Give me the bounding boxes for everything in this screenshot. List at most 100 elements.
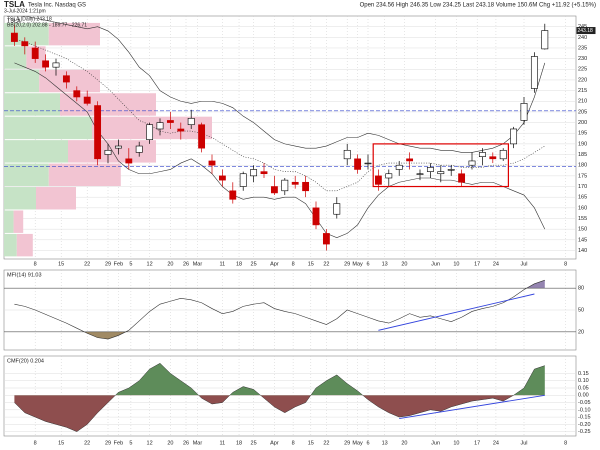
candle-body (499, 149, 507, 160)
x-tick-label: 22 (323, 261, 329, 267)
x-tick-label: Jul (520, 440, 527, 446)
candle-body (239, 173, 247, 187)
x-tick-label: 8 (34, 261, 37, 267)
candle-body (343, 149, 351, 160)
last-price-label: 243.18 (578, 28, 594, 34)
candle-body (114, 145, 122, 149)
legend-entry: TSLA (Daily) 243.18 (7, 16, 52, 22)
y-tick-label: 215 (578, 88, 587, 94)
x-tick-label: 25 (251, 440, 257, 446)
candle-body (21, 41, 29, 47)
volume-down (36, 187, 76, 210)
y-tick-label: 50 (578, 307, 584, 313)
x-tick-label: 5 (129, 261, 132, 267)
x-tick-label: 18 (236, 440, 242, 446)
trendline (399, 394, 545, 419)
x-tick-label: Feb (114, 261, 123, 267)
panel-title: CMF(20) 0.204 (7, 358, 44, 364)
x-tick-label: 29 (344, 440, 350, 446)
y-tick-label: 0.15 (578, 371, 589, 377)
x-tick-label: 15 (58, 261, 64, 267)
panel-title: TSLA (7, 18, 21, 24)
y-tick-label: 0.10 (578, 378, 589, 384)
symbol: TSLA (4, 0, 25, 9)
volume-up (4, 116, 92, 140)
y-tick-label: 230 (578, 56, 587, 62)
candle-body (218, 175, 226, 181)
last-price-tag (576, 27, 596, 35)
y-tick-label: 220 (578, 77, 587, 83)
date: 3-Jul-2024 1:21pm (4, 8, 46, 14)
candle-body (83, 96, 91, 104)
y-tick-label: 225 (578, 67, 587, 73)
candle-body (395, 164, 403, 170)
x-tick-label: Apr (270, 261, 279, 267)
candle-body (385, 173, 393, 179)
y-tick-label: 140 (578, 248, 587, 254)
legend-entry: BB(20,2.0) 202.88 - 189.77 - 226.71 (7, 22, 87, 28)
candle-body (250, 169, 258, 177)
y-tick-label: 80 (578, 286, 584, 292)
y-tick-label: 195 (578, 131, 587, 137)
y-tick-label: 20 (578, 329, 584, 335)
y-tick-label: -0.25 (578, 429, 591, 435)
y-tick-label: 165 (578, 195, 587, 201)
negative-area (14, 395, 545, 432)
y-tick-label: 235 (578, 45, 587, 51)
candle-body (447, 169, 455, 171)
y-tick-label: 175 (578, 173, 587, 179)
bollinger-lower (14, 62, 546, 239)
overbought-area (526, 280, 545, 289)
candle-body (229, 190, 237, 200)
x-tick-label: Mar (193, 440, 203, 446)
candle-body (312, 207, 320, 226)
x-tick-label: 29 (105, 261, 111, 267)
y-tick-label: 150 (578, 227, 587, 233)
candle-body (62, 75, 70, 83)
candle-body (520, 103, 528, 121)
candle-body (478, 152, 486, 157)
y-tick-label: -0.20 (578, 422, 591, 428)
highlight-box (372, 143, 510, 188)
x-tick-label: 25 (251, 261, 257, 267)
volume-up (4, 187, 36, 210)
x-tick-label: 20 (167, 440, 173, 446)
x-tick-label: 24 (493, 261, 499, 267)
candle-body (437, 171, 445, 175)
x-tick-label: Feb (114, 440, 123, 446)
volume-up (4, 93, 60, 116)
x-tick-label: 12 (147, 261, 153, 267)
candle-body (208, 160, 216, 166)
y-tick-label: 190 (578, 141, 587, 147)
x-tick-label: 24 (493, 440, 499, 446)
candle-body (156, 122, 164, 130)
x-tick-label: 17 (474, 440, 480, 446)
x-tick-label: 22 (84, 261, 90, 267)
x-tick-label: 18 (236, 261, 242, 267)
volume-down (16, 233, 33, 257)
candle-body (10, 32, 18, 42)
candle-body (146, 124, 154, 140)
y-tick-label: 0.00 (578, 393, 589, 399)
x-tick-label: 8 (34, 440, 37, 446)
candle-body (354, 158, 362, 170)
candle-body (291, 181, 299, 185)
y-tick-label: 160 (578, 205, 587, 211)
x-tick-label: 12 (147, 440, 153, 446)
candle-body (530, 56, 538, 89)
x-tick-label: Jun (431, 261, 440, 267)
y-tick-label: 180 (578, 163, 587, 169)
volume-up (4, 46, 27, 69)
candle-body (322, 233, 330, 245)
x-tick-label: 29 (344, 261, 350, 267)
volume-down (13, 210, 24, 233)
x-tick-label: 26 (183, 440, 189, 446)
y-tick-label: 210 (578, 99, 587, 105)
panel-title: MFI(14) 91.03 (7, 272, 42, 278)
y-tick-label: -0.10 (578, 407, 591, 413)
volume-up (4, 233, 17, 257)
x-tick-label: 20 (401, 261, 407, 267)
x-tick-label: 20 (401, 440, 407, 446)
company: Tesla Inc. Nasdaq GS (28, 3, 86, 9)
